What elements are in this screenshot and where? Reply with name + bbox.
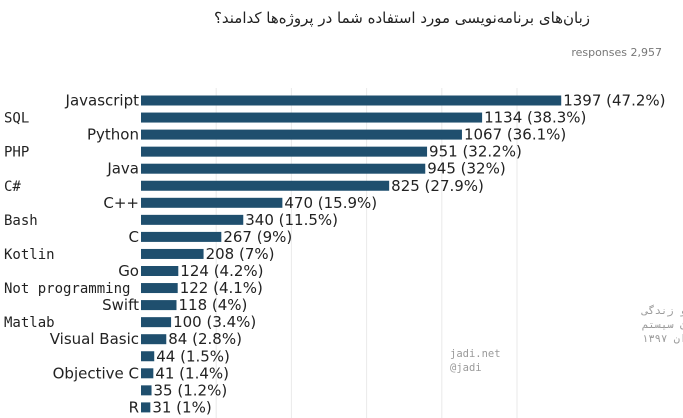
value-label: 1067 (36.1%): [464, 126, 566, 144]
value-label: 945 (32%): [427, 160, 505, 178]
category-label: Swift: [102, 296, 139, 314]
value-label: 23 (0.8%): [150, 415, 224, 418]
bar: [141, 112, 483, 123]
value-label: 35 (1.2%): [154, 381, 228, 399]
gridlines: [215, 88, 518, 418]
bar: [141, 231, 222, 242]
bar: [141, 266, 179, 276]
bar: [141, 385, 152, 396]
chart-title: زبان‌های برنامه‌نویسی مورد استفاده شما د…: [214, 9, 590, 28]
watermark-handle: @jadi: [450, 362, 482, 374]
value-label: 44 (1.5%): [156, 347, 230, 365]
bar: [141, 402, 151, 413]
bar: [141, 95, 562, 106]
value-label: 470 (15.9%): [284, 194, 377, 212]
category-label: Bash: [4, 213, 38, 229]
bar: [141, 180, 390, 191]
category-label: Javascript: [65, 92, 140, 110]
bar: [141, 351, 155, 362]
bar: [141, 248, 204, 259]
watermark-site: jadi.net: [450, 348, 501, 360]
category-label: PHP: [4, 145, 29, 161]
value-label: 825 (27.9%): [391, 177, 484, 195]
category-label: Not programming: [4, 281, 130, 297]
value-label: 100 (3.4%): [173, 313, 256, 331]
value-label: 84 (2.8%): [168, 330, 242, 348]
value-label: 208 (7%): [206, 245, 275, 263]
value-label: 122 (4.1%): [180, 279, 263, 297]
bar: [141, 283, 178, 294]
category-label: C++: [103, 194, 139, 212]
category-label: C: [129, 228, 139, 246]
category-label: Java: [106, 160, 139, 178]
value-label: 124 (4.2%): [180, 262, 263, 280]
watermark: نظرسنجی کار و زندگی برنامه نویسان و مدیر…: [450, 304, 683, 374]
value-label: 267 (9%): [223, 228, 292, 246]
value-label: 1397 (47.2%): [563, 92, 665, 110]
responses-count: responses 2,957: [571, 46, 662, 59]
category-label: Matlab: [4, 315, 55, 331]
bar: [141, 368, 154, 379]
category-label: Kotlin: [4, 247, 55, 263]
category-label: Python: [87, 126, 139, 144]
value-label: 41 (1.4%): [155, 364, 229, 382]
bars-group: 1397 (47.2%) Javascript 1134 (38.3%) SQL 106…: [4, 92, 666, 418]
value-label: 118 (4%): [178, 296, 247, 314]
bar: [141, 146, 428, 157]
bar: [141, 300, 177, 311]
category-label: Visual Basic: [50, 330, 139, 348]
category-label: C#: [4, 179, 21, 195]
category-label: R: [129, 398, 139, 416]
bar: [141, 129, 462, 140]
category-label: SQL: [4, 111, 29, 127]
bar: [141, 214, 244, 225]
value-label: 1134 (38.3%): [484, 109, 586, 127]
value-label: 31 (1%): [152, 398, 211, 416]
watermark-line1: نظرسنجی کار و زندگی: [641, 304, 683, 317]
value-label: 951 (32.2%): [429, 143, 522, 161]
value-label: 340 (11.5%): [245, 211, 338, 229]
bar: [141, 334, 167, 345]
watermark-line2: برنامه نویسان و مدیران سیستم: [642, 319, 683, 331]
bar: [141, 317, 172, 328]
bar: [141, 163, 426, 174]
watermark-line3: ایران ۱۳۹۷: [642, 333, 683, 345]
category-label: Go: [118, 262, 139, 280]
bar: [141, 197, 283, 208]
category-label: Objective C: [53, 364, 139, 382]
